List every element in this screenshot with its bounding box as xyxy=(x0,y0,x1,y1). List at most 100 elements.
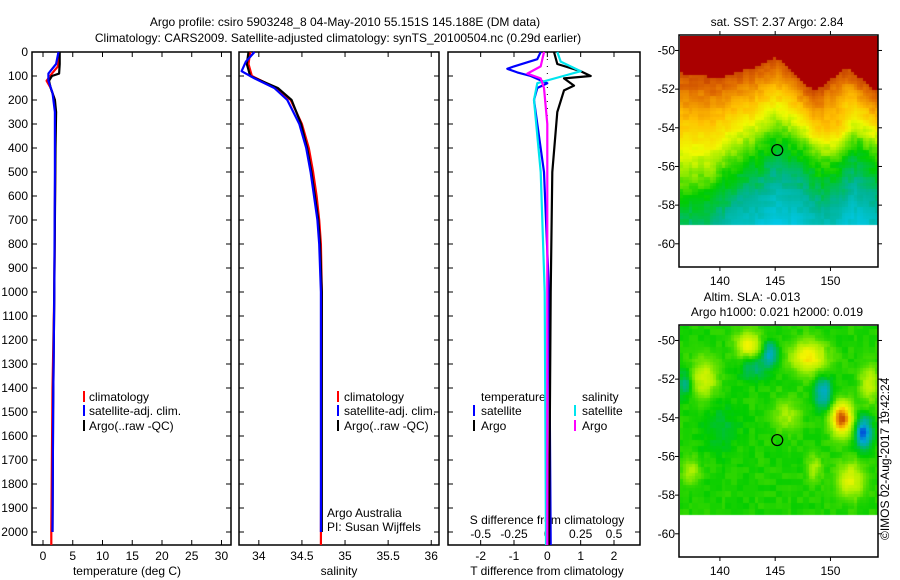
argo-float-marker xyxy=(771,143,784,157)
profile-panel-difference: -2 -1 0 1 2-0.5 -0.25 0 0.25 0.5 xyxy=(447,51,641,563)
x-tick-label: 2 xyxy=(611,549,618,563)
x-tick-label: 30 xyxy=(215,549,229,563)
x-tick-label: 0 xyxy=(544,549,551,563)
sla-map-subtitle: Argo h1000: 0.021 h2000: 0.019 xyxy=(691,305,863,319)
y-tick-label: 1600 xyxy=(1,429,28,443)
annotation-program: Argo Australia xyxy=(327,506,402,520)
series-line-t-satellite xyxy=(506,51,552,546)
x-tick-label: 25 xyxy=(185,549,199,563)
legend-swatch-argo xyxy=(83,420,85,431)
x-tick-label: 1 xyxy=(577,549,584,563)
legend-swatch-satellite xyxy=(337,405,339,416)
x-axis-label-salinity: salinity xyxy=(321,564,358,578)
y-tick-label: 100 xyxy=(8,69,28,83)
plot-frame xyxy=(238,51,440,546)
legend-swatch-climatology xyxy=(337,391,339,402)
x-tick-label: -1 xyxy=(509,549,520,563)
lon-tick-label: 150 xyxy=(820,564,840,578)
x-tick-label: -2 xyxy=(475,549,486,563)
x-tick-label: 36 xyxy=(425,549,439,563)
x-tick-label: 0 xyxy=(40,549,47,563)
y-tick-label: 2000 xyxy=(1,525,28,539)
y-tick-label: 1200 xyxy=(1,333,28,347)
legend-swatch-t-satellite xyxy=(473,405,475,416)
x-tick-label: 34 xyxy=(252,549,266,563)
series-line-s-satellite xyxy=(532,51,582,546)
map-frame xyxy=(678,324,879,558)
legend-swatch-satellite xyxy=(83,405,85,416)
lon-tick-label: 150 xyxy=(820,274,840,288)
legend-label: satellite-adj. clim. xyxy=(344,404,436,418)
lat-tick-label: -52 xyxy=(658,372,676,386)
x2-tick-label: -0.25 xyxy=(500,527,528,541)
y-tick-label: 800 xyxy=(8,237,28,251)
y-tick-label: 0 xyxy=(21,45,28,59)
lon-tick-label: 140 xyxy=(710,274,730,288)
y-tick-label: 500 xyxy=(8,165,28,179)
x-tick-label: 35 xyxy=(338,549,352,563)
legend-label: Argo xyxy=(481,419,507,433)
lat-tick-label: -60 xyxy=(658,527,676,541)
map-axes-sst_map: -50 -52 -54 -56 -58 -60 140 145 150 xyxy=(658,31,882,288)
legend-swatch-climatology xyxy=(83,391,85,402)
y-tick-label: 1900 xyxy=(1,501,28,515)
map-frame xyxy=(678,34,879,268)
legend-label: satellite xyxy=(582,404,623,418)
profile-panel-salinity: 34 34.5 35 35.5 36 xyxy=(238,51,440,563)
x2-tick-label: 0.5 xyxy=(606,527,623,541)
legend-label: satellite-adj. clim. xyxy=(89,404,181,418)
legend-header-temperature: temperature xyxy=(481,390,546,404)
legend-label: climatology xyxy=(344,390,404,404)
legend-swatch-t-argo xyxy=(473,420,475,431)
legend-swatch-argo xyxy=(337,420,339,431)
y-tick-label: 1300 xyxy=(1,357,28,371)
plot-frame xyxy=(31,51,232,546)
lat-tick-label: -54 xyxy=(658,411,676,425)
lat-tick-label: -52 xyxy=(658,82,676,96)
temperature-legend: climatology satellite-adj. clim. Argo(..… xyxy=(83,390,181,433)
credit-text: ©IMOS 02-Aug-2017 19:42:24 xyxy=(878,377,892,540)
lat-tick-label: -60 xyxy=(658,237,676,251)
legend-label: Argo(..raw -QC) xyxy=(89,419,174,433)
legend-label: Argo xyxy=(582,419,608,433)
title-line-1: Argo profile: csiro 5903248_8 04-May-201… xyxy=(150,15,540,29)
series-line-t-argo xyxy=(547,51,592,546)
lon-tick-label: 145 xyxy=(765,564,785,578)
x-tick-label: 35.5 xyxy=(376,549,400,563)
lat-tick-label: -50 xyxy=(658,43,676,57)
sst-map-title: sat. SST: 2.37 Argo: 2.84 xyxy=(711,15,844,29)
y-tick-label: 1800 xyxy=(1,477,28,491)
x-axis-label-difference: T difference from climatology xyxy=(470,564,624,578)
sla-map-image xyxy=(680,326,878,536)
y-tick-label: 400 xyxy=(8,141,28,155)
lon-tick-label: 145 xyxy=(765,274,785,288)
y-tick-label: 1000 xyxy=(1,285,28,299)
legend-label: satellite xyxy=(481,404,522,418)
annotation-pi: PI: Susan Wijffels xyxy=(327,520,421,534)
lat-tick-label: -54 xyxy=(658,121,676,135)
x-tick-label: 20 xyxy=(155,549,169,563)
x-axis-label-temperature: temperature (deg C) xyxy=(73,564,181,578)
lat-tick-label: -58 xyxy=(658,488,676,502)
legend-label: climatology xyxy=(89,390,149,404)
legend-label: Argo(..raw -QC) xyxy=(344,419,429,433)
series-line-s-argo xyxy=(526,51,549,545)
x-tick-label: 34.5 xyxy=(290,549,314,563)
x-tick-label: 5 xyxy=(69,549,76,563)
series-line-satellite-adj-clim- xyxy=(240,51,322,532)
sst-map-image xyxy=(680,36,878,246)
y-tick-label: 700 xyxy=(8,213,28,227)
y-tick-label: 900 xyxy=(8,261,28,275)
y-tick-label: 1500 xyxy=(1,405,28,419)
profile-panel-temperature: 0100200300400500600700800900100011001200… xyxy=(1,45,232,563)
lat-tick-label: -56 xyxy=(658,159,676,173)
x-tick-label: 10 xyxy=(96,549,110,563)
lat-tick-label: -50 xyxy=(658,333,676,347)
x-tick-label: 15 xyxy=(126,549,140,563)
y-tick-label: 1700 xyxy=(1,453,28,467)
sla-map-title: Altim. SLA: -0.013 xyxy=(704,290,801,304)
x2-tick-label: 0.25 xyxy=(569,527,593,541)
